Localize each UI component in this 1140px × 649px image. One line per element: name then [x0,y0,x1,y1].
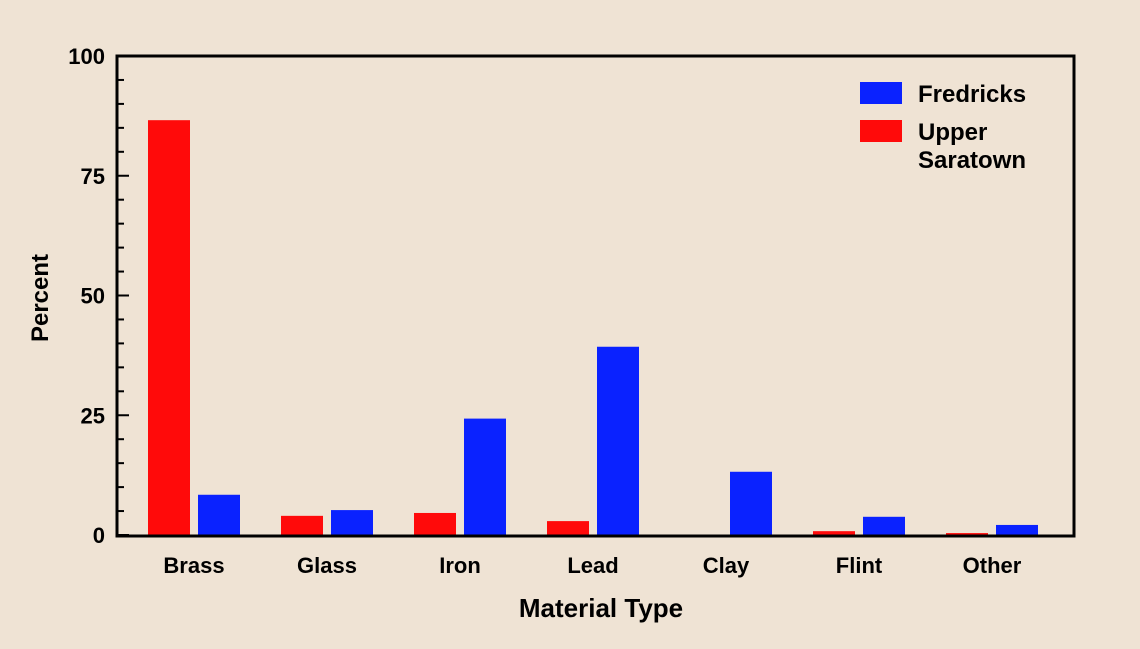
bar-clay-fredricks [730,471,772,535]
bar-glass-upper-saratown [281,515,323,535]
y-tick-label: 100 [68,44,105,69]
bar-lead-upper-saratown [547,521,589,535]
x-tick-label: Flint [836,553,883,578]
bar-glass-fredricks [331,510,373,535]
y-tick-label: 0 [93,523,105,548]
legend-swatch [860,82,902,104]
x-tick-label: Clay [703,553,750,578]
y-tick-label: 75 [81,164,105,189]
bar-other-upper-saratown [946,533,988,535]
y-tick-label: 50 [81,284,105,309]
bar-flint-upper-saratown [813,531,855,535]
legend-label: Saratown [918,147,1026,174]
legend-swatch [860,120,902,142]
bar-brass-fredricks [198,494,240,535]
bar-iron-fredricks [464,418,506,535]
x-tick-label: Lead [567,553,618,578]
y-axis-label: Percent [27,254,54,342]
x-axis-label: Material Type [519,593,683,623]
bar-iron-upper-saratown [414,512,456,535]
x-tick-label: Glass [297,553,357,578]
x-tick-label: Iron [439,553,481,578]
bars [148,120,1038,535]
x-tick-label: Other [963,553,1022,578]
y-axis: 0 25 50 75 100 [68,44,129,548]
legend-label: Upper [918,119,987,146]
bar-brass-upper-saratown [148,120,190,535]
x-tick-label: Brass [163,553,224,578]
x-axis: Brass Glass Iron Lead Clay Flint Other [163,553,1021,578]
legend-label: Fredricks [918,81,1026,108]
y-tick-label: 25 [81,403,105,428]
bar-other-fredricks [996,524,1038,535]
bar-flint-fredricks [863,516,905,535]
bar-lead-fredricks [597,346,639,535]
